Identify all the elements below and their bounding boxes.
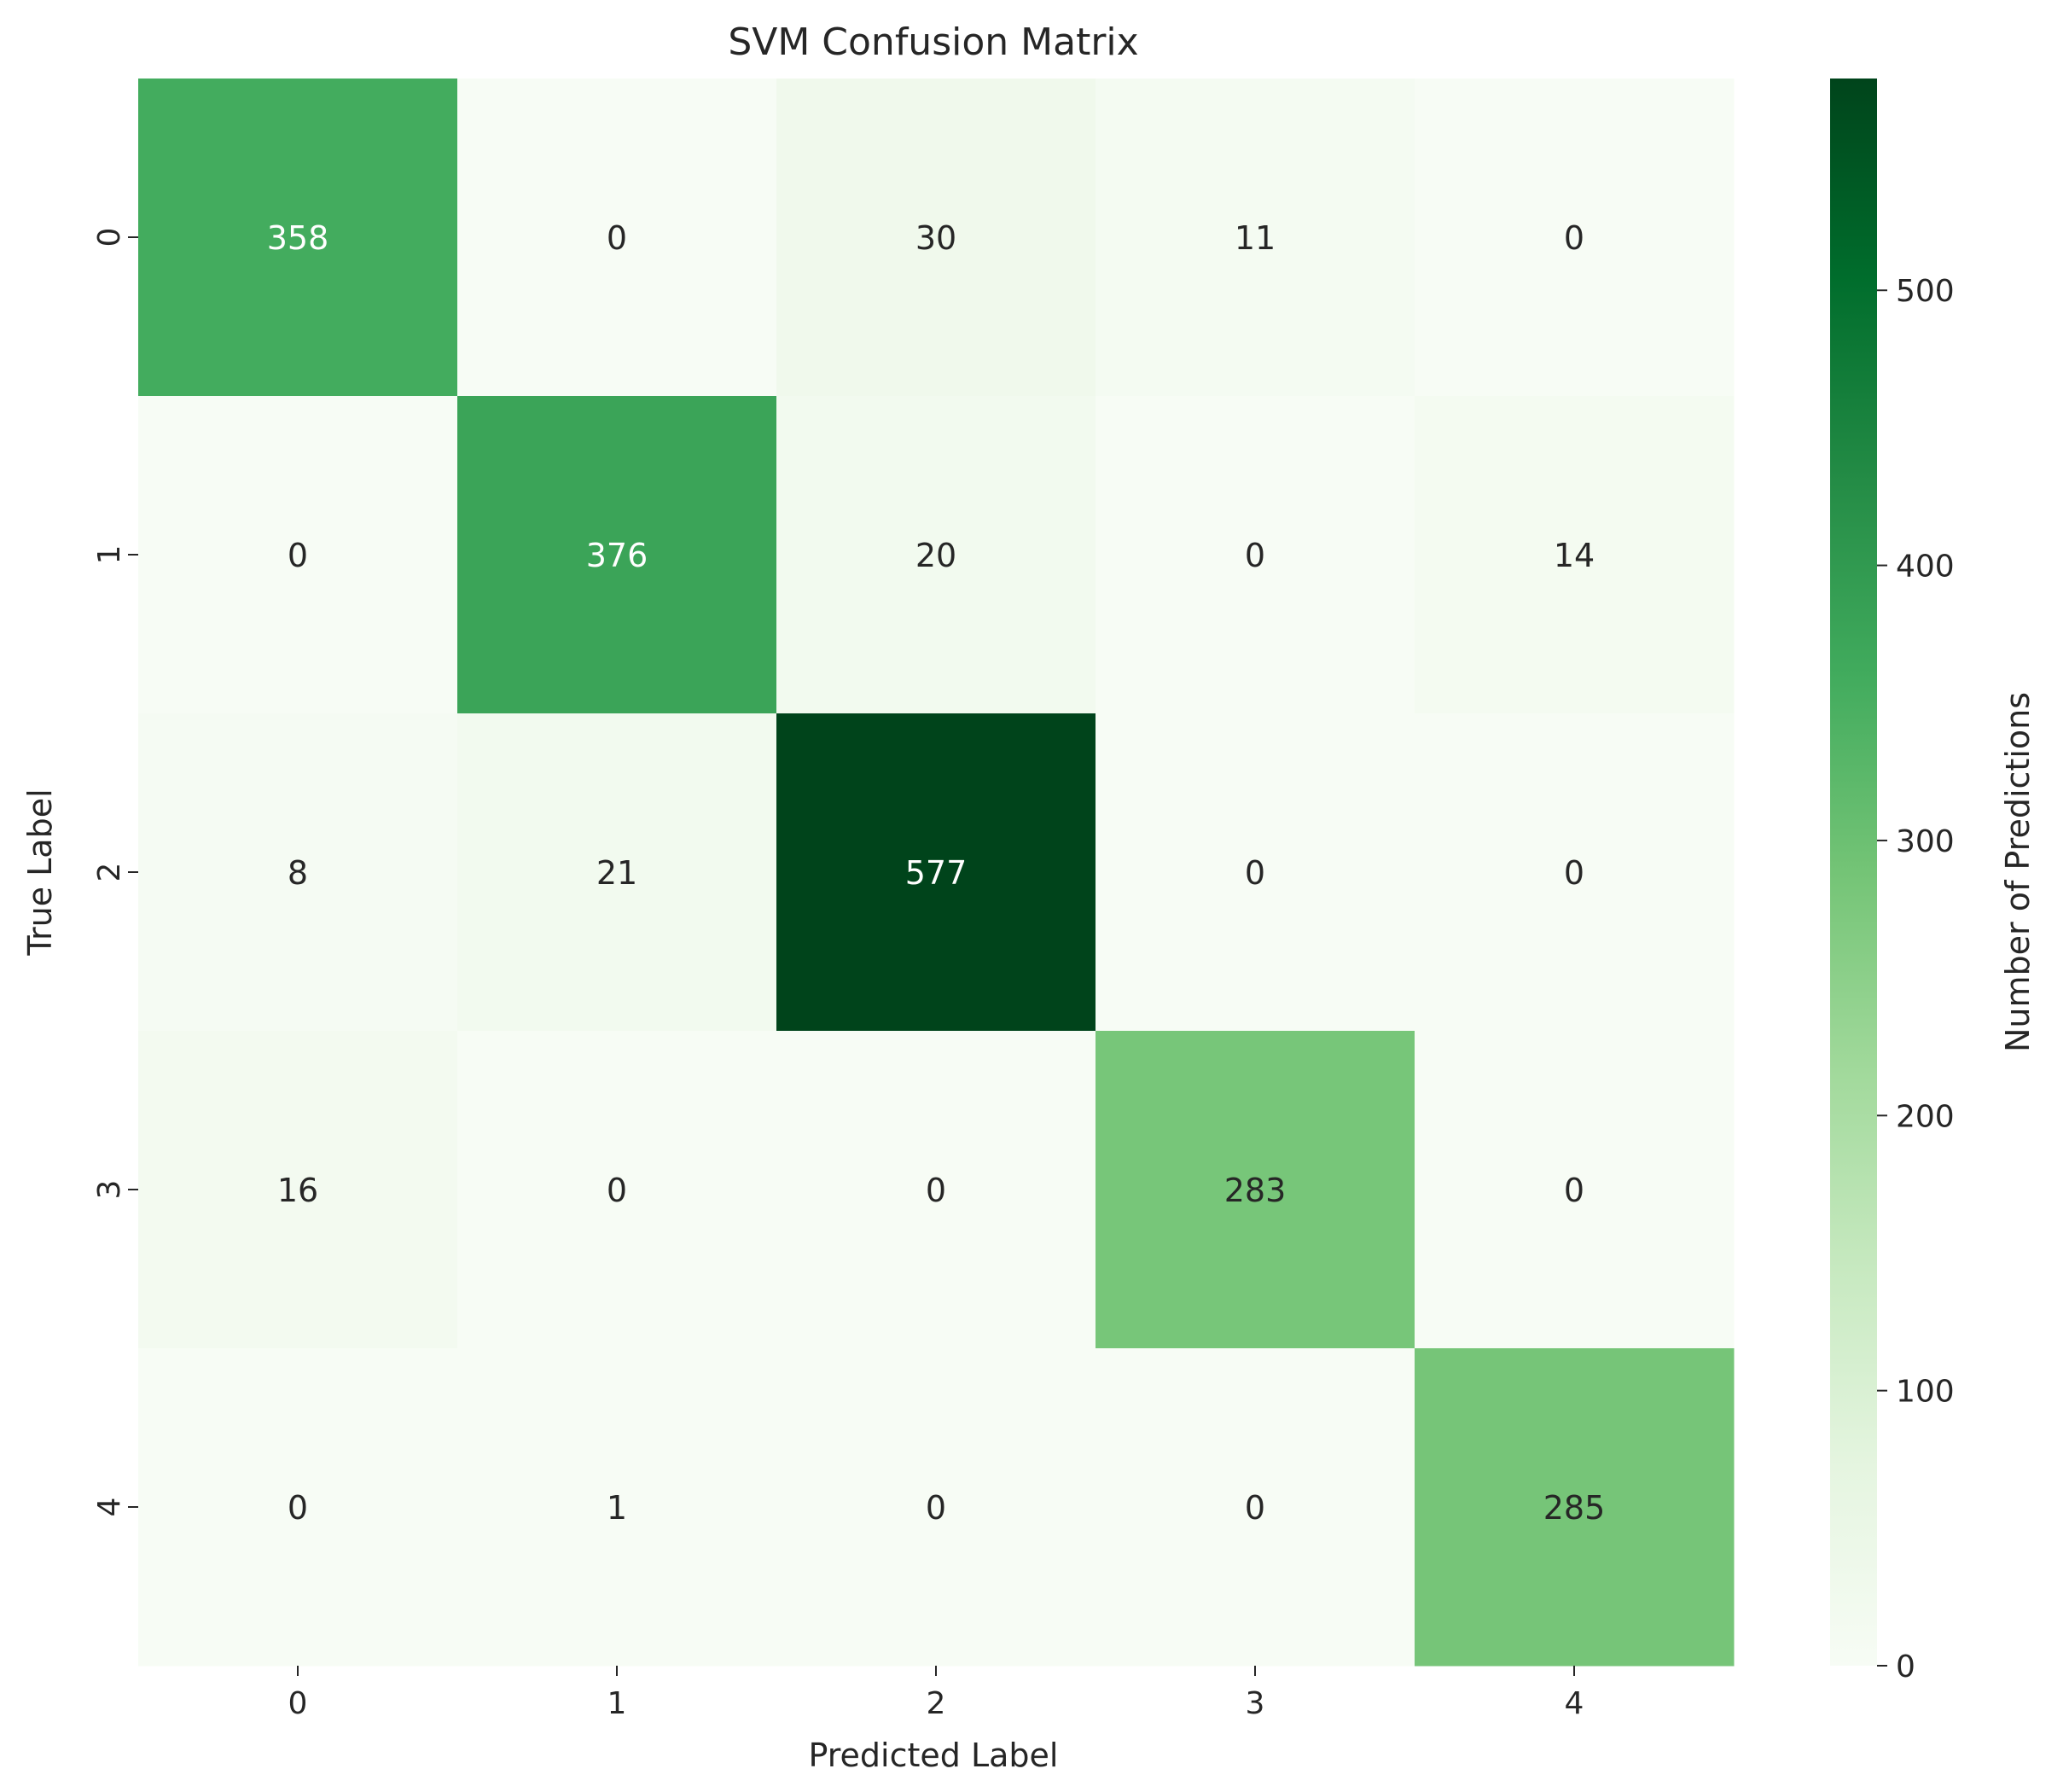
heatmap-cell [1096,79,1415,397]
cell-value-label: 0 [288,1489,308,1527]
x-axis-label: Predicted Label [809,1737,1059,1774]
cell-value-label: 0 [1564,219,1584,257]
heatmap-cell-labels: 358 0 30 11 0 0 376 20 0 14 8 21 577 0 0 16 0 0 283 0 0 1 0 0 28… [267,219,1606,1527]
heatmap-cell [776,1348,1096,1667]
heatmap-cell [776,713,1096,1032]
cell-value-label: 376 [586,537,648,574]
heatmap-cell [138,1031,458,1349]
cell-value-label: 285 [1543,1489,1606,1527]
heatmap-cell [1415,79,1735,397]
cell-value-label: 8 [288,854,308,892]
heatmap-cell [1096,1348,1415,1667]
heatmap-cell [138,79,458,397]
x-tick-label: 4 [1565,1686,1584,1721]
x-tick-label: 2 [927,1686,946,1721]
cell-value-label: 0 [1245,1489,1265,1527]
y-tick-label: 3 [92,1180,127,1200]
cell-value-label: 21 [596,854,637,892]
heatmap-cell [1096,713,1415,1032]
y-axis-label: True Label [21,788,59,956]
heatmap-cell [1096,1031,1415,1349]
colorbar-tick-label: 500 [1896,274,1955,309]
cell-value-label: 1 [607,1489,627,1527]
cell-value-label: 11 [1235,219,1276,257]
cell-value-label: 0 [1564,1172,1584,1209]
cell-value-label: 0 [288,537,308,574]
heatmap-cell [457,1348,777,1667]
cell-value-label: 0 [1564,854,1584,892]
colorbar-tick-label: 400 [1896,550,1955,585]
x-tick-label: 0 [288,1686,308,1721]
heatmap-cell [457,713,777,1032]
x-tick-label: 3 [1246,1686,1265,1721]
colorbar-tick-label: 200 [1896,1099,1955,1134]
heatmap-cell [457,396,777,714]
heatmap-cell [138,396,458,714]
x-tick-label: 1 [607,1686,627,1721]
chart-title: SVM Confusion Matrix [728,20,1138,64]
y-tick-label: 4 [92,1498,127,1517]
heatmap-cell [776,1031,1096,1349]
heatmap-cell [457,1031,777,1349]
cell-value-label: 0 [1245,854,1265,892]
heatmap-cell [1415,1031,1735,1349]
heatmap-cell [457,79,777,397]
cell-value-label: 0 [926,1172,946,1209]
cell-value-label: 283 [1224,1172,1287,1209]
heatmap-cell [1415,1348,1735,1667]
heatmap-cells [138,79,1735,1667]
heatmap-cell [776,396,1096,714]
cell-value-label: 0 [926,1489,946,1527]
x-axis: 0 1 2 3 4 [288,1666,1584,1721]
heatmap-cell [1415,396,1735,714]
colorbar-ticks: 0 100 200 300 400 500 [1877,274,1955,1684]
heatmap-cell [776,79,1096,397]
colorbar-label: Number of Predictions [1999,692,2037,1052]
cell-value-label: 0 [607,219,627,257]
cell-value-label: 0 [607,1172,627,1209]
heatmap-cell [138,1348,458,1667]
cell-value-label: 0 [1245,537,1265,574]
cell-value-label: 30 [915,219,956,257]
y-axis: 0 1 2 3 4 [92,228,138,1517]
y-tick-label: 1 [92,545,127,565]
colorbar [1830,79,1877,1666]
colorbar-tick-label: 100 [1896,1375,1955,1410]
colorbar-tick-label: 300 [1896,824,1955,859]
heatmap-cell [1096,396,1415,714]
y-tick-label: 2 [92,863,127,882]
cell-value-label: 358 [267,219,329,257]
cell-value-label: 14 [1554,537,1595,574]
y-tick-label: 0 [92,228,127,247]
colorbar-tick-label: 0 [1896,1649,1915,1684]
heatmap-cell [1415,713,1735,1032]
cell-value-label: 16 [277,1172,318,1209]
cell-value-label: 577 [905,854,968,892]
cell-value-label: 20 [915,537,956,574]
heatmap-cell [138,713,458,1032]
